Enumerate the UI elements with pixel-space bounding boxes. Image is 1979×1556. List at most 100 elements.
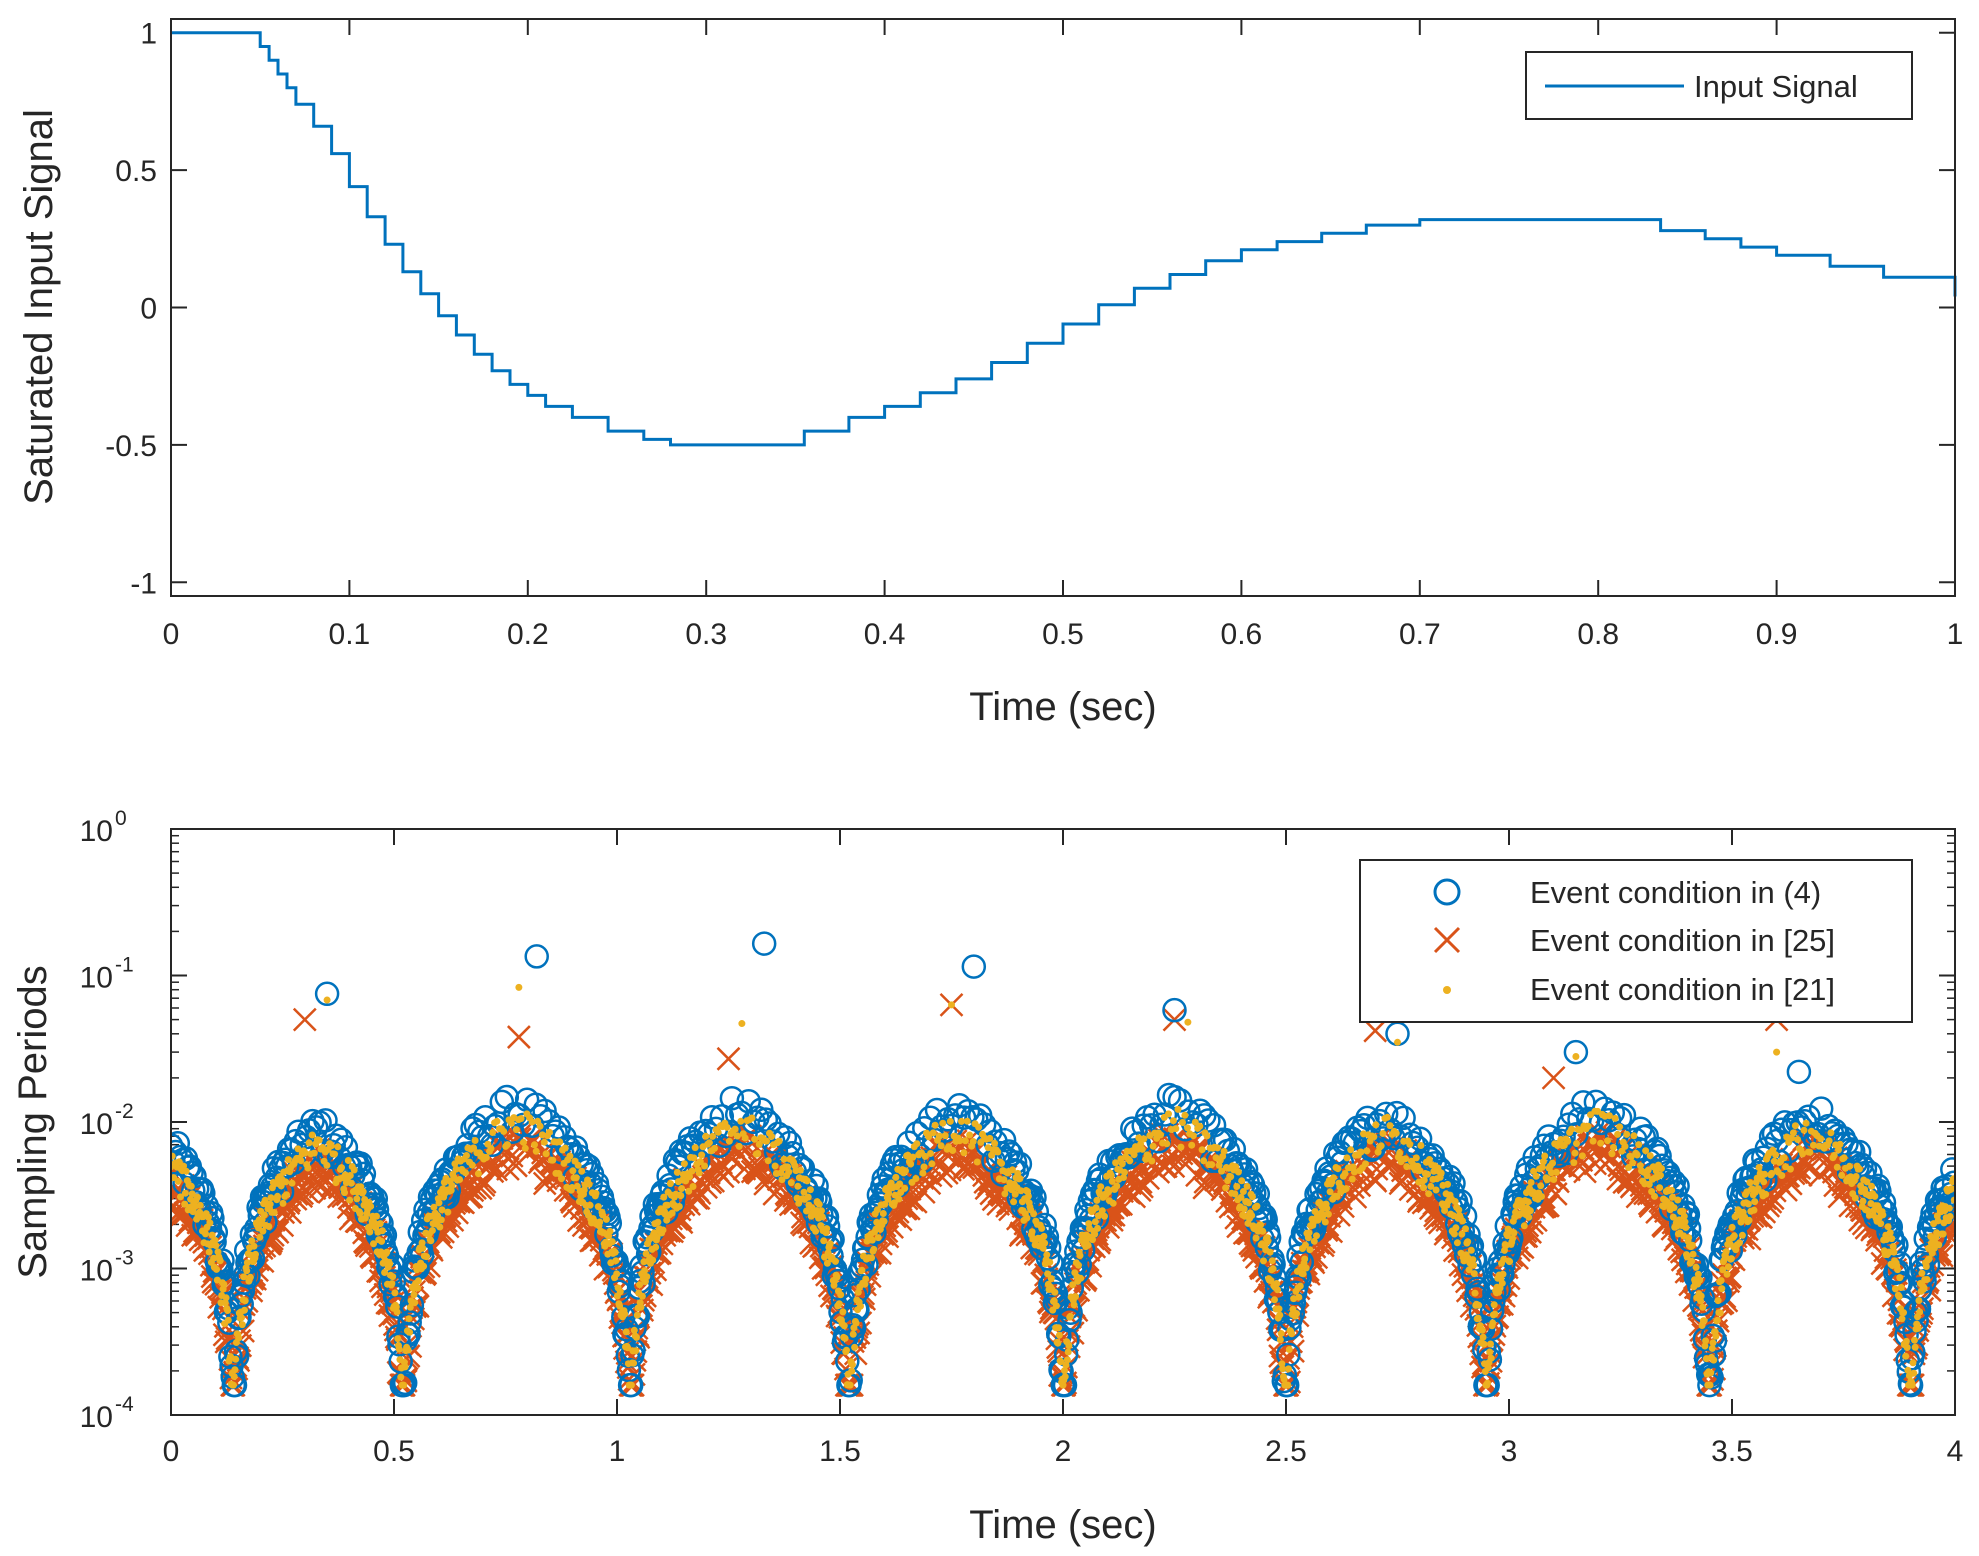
marker-event-21	[1635, 1141, 1642, 1148]
marker-event-21	[488, 1145, 495, 1152]
marker-event-21	[827, 1240, 834, 1247]
marker-event-21	[391, 1289, 398, 1296]
marker-event-21	[1425, 1190, 1432, 1197]
marker-event-21	[1165, 1110, 1172, 1117]
marker-event-21	[1464, 1238, 1471, 1245]
marker-event-21	[1527, 1207, 1534, 1214]
marker-event-21	[636, 1281, 643, 1288]
marker-event-21	[345, 1157, 352, 1164]
marker-event-21	[1285, 1365, 1292, 1372]
peak-marker-event-21	[1184, 1019, 1191, 1026]
marker-event-21	[772, 1163, 779, 1170]
marker-event-21	[1525, 1198, 1532, 1205]
marker-event-21	[1609, 1150, 1616, 1157]
marker-event-21	[1910, 1370, 1917, 1377]
marker-event-21	[543, 1150, 550, 1157]
marker-event-21	[463, 1152, 470, 1159]
marker-event-21	[1801, 1127, 1808, 1134]
marker-event-21	[578, 1168, 585, 1175]
top-y-tick-label: -1	[130, 567, 157, 600]
marker-event-21	[1433, 1187, 1440, 1194]
marker-event-21	[1233, 1183, 1240, 1190]
marker-event-21	[1696, 1277, 1703, 1284]
marker-event-21	[1746, 1217, 1753, 1224]
marker-event-21	[1288, 1330, 1295, 1337]
marker-event-21	[836, 1300, 843, 1307]
marker-event-21	[475, 1170, 482, 1177]
marker-event-21	[338, 1164, 345, 1171]
marker-event-21	[1051, 1289, 1058, 1296]
marker-event-21	[596, 1219, 603, 1226]
marker-event-21	[1685, 1234, 1692, 1241]
marker-event-21	[1286, 1346, 1293, 1353]
marker-event-21	[1170, 1117, 1177, 1124]
marker-event-21	[841, 1322, 848, 1329]
marker-event-21	[1113, 1183, 1120, 1190]
marker-event-21	[1199, 1146, 1206, 1153]
marker-event-21	[1486, 1349, 1493, 1356]
marker-event-21	[1533, 1173, 1540, 1180]
marker-event-21	[1056, 1332, 1063, 1339]
marker-event-21	[919, 1170, 926, 1177]
marker-event-21	[1794, 1136, 1801, 1143]
bottom-y-tick-label: 10	[80, 1255, 113, 1288]
marker-event-21	[1656, 1184, 1663, 1191]
marker-event-21	[692, 1144, 699, 1151]
marker-event-21	[1269, 1257, 1276, 1264]
marker-event-21	[962, 1137, 969, 1144]
marker-event-21	[1108, 1172, 1115, 1179]
marker-event-21	[702, 1133, 709, 1140]
marker-event-21	[1038, 1225, 1045, 1232]
marker-event-21	[776, 1138, 783, 1145]
marker-event-21	[613, 1270, 620, 1277]
marker-event-21	[1500, 1271, 1507, 1278]
marker-event-21	[1053, 1302, 1060, 1309]
marker-event-21	[939, 1120, 946, 1127]
top-y-tick-label: -0.5	[105, 430, 157, 463]
marker-event-21	[224, 1307, 231, 1314]
marker-event-21	[1306, 1246, 1313, 1253]
bottom-legend: Event condition in (4) Event condition i…	[1360, 860, 1912, 1022]
marker-event-21	[230, 1382, 237, 1389]
marker-event-21	[630, 1360, 637, 1367]
marker-event-21	[1067, 1313, 1074, 1320]
marker-event-21	[1065, 1342, 1072, 1349]
marker-event-21	[1682, 1224, 1689, 1231]
marker-event-21	[1856, 1166, 1863, 1173]
marker-event-21	[1470, 1262, 1477, 1269]
marker-event-21	[788, 1179, 795, 1186]
marker-event-21	[621, 1311, 628, 1318]
peak-marker-event-21	[1394, 1039, 1401, 1046]
marker-event-21	[698, 1152, 705, 1159]
marker-event-21	[1454, 1239, 1461, 1246]
marker-event-21	[1284, 1382, 1291, 1389]
marker-event-21	[212, 1242, 219, 1249]
marker-event-21	[220, 1281, 227, 1288]
bottom-x-tick-label: 3	[1501, 1435, 1518, 1468]
marker-event-21	[256, 1234, 263, 1241]
marker-event-21	[1923, 1263, 1930, 1270]
bottom-x-tick-label: 0	[163, 1435, 180, 1468]
legend-label-event-4: Event condition in (4)	[1530, 875, 1821, 910]
marker-event-21	[1406, 1141, 1413, 1148]
marker-event-21	[1634, 1151, 1641, 1158]
marker-event-21	[1484, 1380, 1491, 1387]
marker-event-21	[558, 1175, 565, 1182]
bottom-y-tick-label: 10	[80, 1401, 113, 1434]
marker-event-21	[930, 1129, 937, 1136]
marker-event-21	[261, 1211, 268, 1218]
marker-event-21	[927, 1150, 934, 1157]
marker-event-21	[921, 1163, 928, 1170]
marker-event-21	[715, 1129, 722, 1136]
marker-event-21	[1480, 1334, 1487, 1341]
marker-event-21	[251, 1243, 258, 1250]
marker-event-21	[1541, 1153, 1548, 1160]
marker-event-21	[1030, 1210, 1037, 1217]
marker-event-21	[1904, 1344, 1911, 1351]
marker-event-21	[843, 1347, 850, 1354]
marker-event-21	[812, 1228, 819, 1235]
marker-event-21	[1853, 1173, 1860, 1180]
marker-event-21	[1177, 1144, 1184, 1151]
marker-event-21	[406, 1329, 413, 1336]
